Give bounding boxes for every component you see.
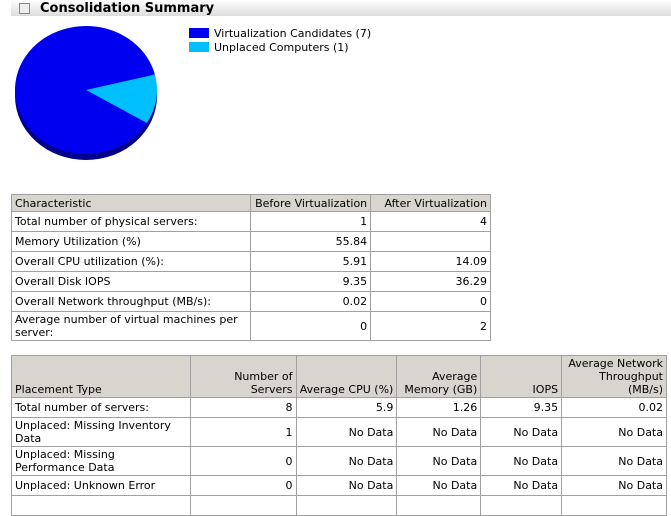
table-cell: 9.35: [480, 397, 563, 418]
table-cell: No Data: [295, 417, 398, 447]
table-cell: No Data: [480, 446, 563, 476]
table-cell: [561, 495, 667, 516]
table-cell: Total number of physical servers:: [10, 211, 252, 232]
legend-swatch: [189, 28, 209, 38]
legend-item: Unplaced Computers (1): [189, 40, 371, 54]
table-cell: 5.91: [250, 251, 372, 272]
chart-legend: Virtualization Candidates (7) Unplaced C…: [189, 26, 371, 54]
table-cell: No Data: [295, 446, 398, 476]
column-header[interactable]: Placement Type: [11, 355, 191, 398]
column-header[interactable]: IOPS: [480, 355, 563, 398]
table-cell: 0: [250, 311, 372, 341]
legend-swatch: [189, 42, 209, 52]
section-title: Consolidation Summary: [40, 1, 215, 16]
table-cell: Unplaced: Unknown Error: [11, 475, 191, 496]
column-header[interactable]: Characteristic: [10, 194, 252, 212]
legend-label: Virtualization Candidates (7): [214, 26, 372, 40]
column-header[interactable]: Before Virtualization: [250, 194, 372, 212]
table-row: Overall CPU utilization (%): 5.91 14.09: [10, 251, 491, 272]
table-cell: Unplaced: Missing Performance Data: [11, 446, 191, 476]
table-cell: Memory Utilization (%): [10, 231, 252, 252]
table-cell: 4: [370, 211, 491, 232]
column-header[interactable]: Number of Servers: [189, 355, 297, 398]
pie-slice: [14, 26, 155, 154]
table-row: Overall Network throughput (MB/s): 0.02 0: [10, 291, 491, 312]
table-cell: 1: [189, 417, 297, 447]
pie-chart: [14, 26, 157, 160]
table-row: Unplaced: Unknown Error 0 No Data No Data No…: [11, 475, 667, 496]
table-row: Total number of servers: 8 5.9 1.26 9.35 0.02: [11, 397, 667, 418]
table-cell: No Data: [561, 446, 667, 476]
table-cell: [370, 231, 491, 252]
table-cell: 8: [189, 397, 297, 418]
table-row: [11, 495, 667, 516]
table-cell: No Data: [480, 475, 563, 496]
table-cell: No Data: [561, 417, 667, 447]
table-row: Unplaced: Missing Inventory Data 1 No Data…: [11, 417, 667, 447]
column-header[interactable]: After Virtualization: [370, 194, 491, 212]
column-header[interactable]: Average CPU (%): [295, 355, 398, 398]
table-cell: 1.26: [396, 397, 482, 418]
table-cell: 9.35: [250, 271, 372, 292]
table-cell: 0.02: [561, 397, 667, 418]
table-cell: 1: [250, 211, 372, 232]
table-cell: [396, 495, 482, 516]
legend-label: Unplaced Computers (1): [214, 40, 349, 54]
table-cell: Overall Disk IOPS: [10, 271, 252, 292]
table-cell: Unplaced: Missing Inventory Data: [11, 417, 191, 447]
section-header[interactable]: Consolidation Summary: [11, 0, 671, 16]
table-cell: 36.29: [370, 271, 491, 292]
pie-slice: [86, 74, 157, 123]
table-cell: No Data: [480, 417, 563, 447]
table-cell: [11, 495, 191, 516]
table-cell: [295, 495, 398, 516]
table-cell: [189, 495, 297, 516]
table-cell: 0.02: [250, 291, 372, 312]
characteristics-table: Characteristic Before Virtualization After…: [10, 194, 491, 341]
table-cell: 0: [370, 291, 491, 312]
collapse-icon[interactable]: [19, 3, 30, 14]
table-cell: No Data: [396, 475, 482, 496]
table-row: Average number of virtual machines per s…: [10, 311, 491, 341]
table-row: Unplaced: Missing Performance Data 0 No Da…: [11, 446, 667, 476]
table-cell: No Data: [396, 446, 482, 476]
table-cell: 0: [189, 475, 297, 496]
legend-item: Virtualization Candidates (7): [189, 26, 371, 40]
table-cell: No Data: [396, 417, 482, 447]
table-row: Total number of physical servers: 1 4: [10, 211, 491, 232]
table-cell: 2: [370, 311, 491, 341]
table-cell: 14.09: [370, 251, 491, 272]
placement-table: Placement Type Number of Servers Average C…: [11, 355, 667, 516]
table-cell: Average number of virtual machines per s…: [10, 311, 252, 341]
table-cell: Overall Network throughput (MB/s):: [10, 291, 252, 312]
table-cell: No Data: [561, 475, 667, 496]
column-header[interactable]: Average Memory (GB): [396, 355, 482, 398]
table-row: Memory Utilization (%) 55.84: [10, 231, 491, 252]
table-cell: No Data: [295, 475, 398, 496]
table-cell: 5.9: [295, 397, 398, 418]
table-cell: Total number of servers:: [11, 397, 191, 418]
table-cell: 0: [189, 446, 297, 476]
table-row: Overall Disk IOPS 9.35 36.29: [10, 271, 491, 292]
table-cell: Overall CPU utilization (%):: [10, 251, 252, 272]
column-header[interactable]: Average Network Throughput (MB/s): [561, 355, 667, 398]
table-cell: [480, 495, 563, 516]
table-cell: 55.84: [250, 231, 372, 252]
